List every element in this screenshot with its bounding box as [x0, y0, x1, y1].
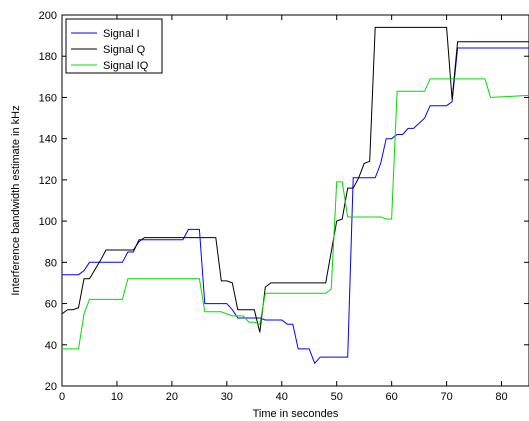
legend-label-1: Signal I: [103, 28, 140, 40]
x-tick-label: 10: [111, 391, 123, 403]
x-tick-label: 50: [331, 391, 343, 403]
legend-label-3: Signal IQ: [103, 60, 149, 72]
y-tick-label: 20: [45, 381, 57, 393]
series-line-1: [62, 47, 529, 365]
y-tick-label: 180: [39, 51, 57, 63]
x-tick-label: 70: [440, 391, 452, 403]
x-tick-label: 40: [276, 391, 288, 403]
legend: Signal I Signal Q Signal IQ: [65, 18, 163, 74]
y-tick-label: 100: [39, 216, 57, 228]
legend-items: Signal I Signal Q Signal IQ: [71, 28, 149, 72]
ticks-layer: 0 10 20 30 40 50 60 70 80 20 40 60 80 100 120 140 160 180…: [39, 10, 529, 403]
legend-label-2: Signal Q: [103, 44, 146, 56]
plot-area: [61, 14, 529, 387]
y-tick-label: 120: [39, 175, 57, 187]
y-tick-label: 160: [39, 92, 57, 104]
y-tick-label: 80: [45, 257, 57, 269]
series-line-2: [61, 26, 529, 333]
x-tick-label: 0: [59, 391, 65, 403]
x-tick-label: 30: [221, 391, 233, 403]
series-line-3: [62, 78, 529, 350]
x-tick-label: 60: [386, 391, 398, 403]
y-tick-label: 140: [39, 134, 57, 146]
legend-box: [65, 18, 163, 74]
x-axis-label: Time in secondes: [253, 408, 339, 420]
y-tick-label: 200: [39, 10, 57, 22]
series-layer: [61, 26, 529, 365]
y-axis-label: Interference bandwidth estimate in kHz: [10, 105, 22, 295]
y-tick-label: 40: [45, 340, 57, 352]
y-tick-label: 60: [45, 299, 57, 311]
x-tick-label: 20: [166, 391, 178, 403]
x-tick-label: 80: [495, 391, 507, 403]
